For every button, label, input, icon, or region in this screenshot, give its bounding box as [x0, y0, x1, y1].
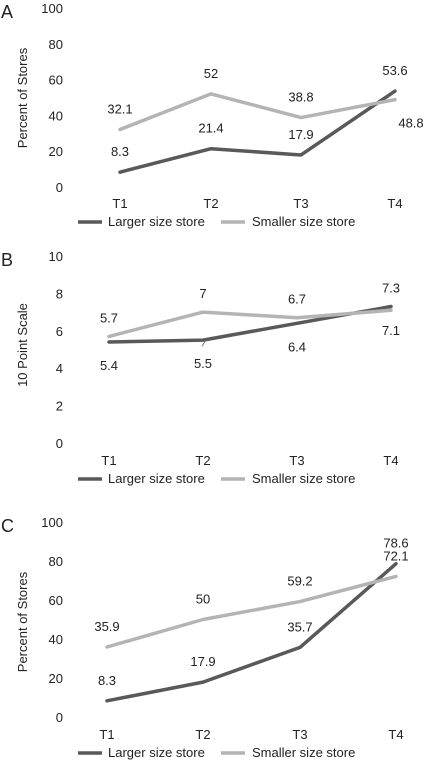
- legend-label: Larger size store: [108, 214, 205, 229]
- data-label: 17.9: [190, 654, 215, 669]
- legend-item-smaller: Smaller size store: [221, 745, 355, 760]
- y-tick-label: 40: [49, 632, 63, 647]
- panel-letter: A: [1, 2, 13, 22]
- y-tick-label: 2: [56, 399, 63, 414]
- data-label: 50: [196, 592, 210, 607]
- data-label: 78.6: [383, 536, 408, 551]
- data-label: 6.4: [288, 339, 306, 354]
- x-tick-label: T4: [383, 453, 398, 468]
- legend-label: Larger size store: [108, 745, 205, 760]
- data-label: 32.1: [107, 102, 132, 117]
- x-tick-label: T2: [203, 196, 218, 211]
- legend-item-smaller: Smaller size store: [221, 471, 355, 486]
- x-tick-label: T2: [195, 727, 210, 742]
- y-axis-label: 10 Point Scale: [15, 303, 30, 387]
- y-tick-label: 60: [49, 73, 63, 88]
- x-tick-label: T4: [387, 196, 402, 211]
- data-label: 6.7: [288, 292, 306, 307]
- x-tick-label: T1: [101, 453, 116, 468]
- data-label: 52: [204, 66, 218, 81]
- y-tick-label: 60: [49, 593, 63, 608]
- panel-letter: C: [1, 516, 14, 536]
- legend-label: Smaller size store: [252, 471, 355, 486]
- x-tick-label: T1: [99, 727, 114, 742]
- series-line-smaller: [107, 308, 393, 339]
- legend-item-larger: Larger size store: [78, 214, 205, 229]
- y-tick-label: 100: [41, 515, 63, 530]
- series-line-smaller: [105, 574, 398, 649]
- series-line-smaller: [118, 92, 397, 132]
- x-tick-label: T2: [195, 453, 210, 468]
- data-label: 7.3: [382, 280, 400, 295]
- y-tick-label: 6: [56, 324, 63, 339]
- data-label: 7: [199, 286, 206, 301]
- y-axis-label: Percent of Stores: [15, 571, 30, 672]
- y-tick-label: 100: [41, 1, 63, 16]
- data-label: 7.1: [382, 323, 400, 338]
- legend-label: Smaller size store: [252, 214, 355, 229]
- series-line-larger: [105, 561, 398, 703]
- y-axis-label: Percent of Stores: [15, 47, 30, 148]
- x-tick-label: T3: [289, 453, 304, 468]
- data-label: 48.8: [398, 116, 423, 131]
- data-label: 5.5: [194, 356, 212, 371]
- series-line-larger: [118, 89, 397, 174]
- legend-item-smaller: Smaller size store: [221, 214, 355, 229]
- y-tick-label: 80: [49, 554, 63, 569]
- chart-panel-c: C 0 20 40 60 80 100 Percent of Stores T1 T2 T3 T4 8.…: [1, 515, 409, 760]
- legend-label: Larger size store: [108, 471, 205, 486]
- data-label: 17.9: [288, 127, 313, 142]
- y-tick-label: 4: [56, 361, 63, 376]
- x-tick-label: T4: [388, 727, 403, 742]
- y-tick-label: 80: [49, 37, 63, 52]
- x-tick-label: T3: [293, 196, 308, 211]
- data-label: 21.4: [198, 121, 223, 136]
- data-label: 8.3: [111, 144, 129, 159]
- panel-letter: B: [1, 250, 13, 270]
- data-label: 35.7: [287, 619, 312, 634]
- legend-item-larger: Larger size store: [78, 471, 205, 486]
- data-label-leader: [201, 339, 207, 347]
- data-label: 8.3: [98, 673, 116, 688]
- y-tick-label: 40: [49, 108, 63, 123]
- y-tick-label: 0: [56, 180, 63, 195]
- chart-panel-a: A 0 20 40 60 80 100 Percent of Stores T1 T2 T3 T4 8.…: [1, 1, 424, 229]
- data-label: 53.6: [382, 63, 407, 78]
- legend-item-larger: Larger size store: [78, 745, 205, 760]
- x-tick-label: T3: [292, 727, 307, 742]
- legend-label: Smaller size store: [252, 745, 355, 760]
- data-label: 5.4: [100, 358, 118, 373]
- x-tick-label: T1: [112, 196, 127, 211]
- y-tick-label: 0: [56, 710, 63, 725]
- y-tick-label: 0: [56, 436, 63, 451]
- data-label: 72.1: [383, 548, 408, 563]
- y-tick-label: 8: [56, 286, 63, 301]
- y-tick-label: 20: [49, 144, 63, 159]
- data-label: 38.8: [288, 90, 313, 105]
- y-tick-label: 20: [49, 671, 63, 686]
- data-label: 35.9: [94, 619, 119, 634]
- y-tick-label: 10: [49, 249, 63, 264]
- chart-panel-b: B 0 2 4 6 8 10 10 Point Scale T1 T2 T3 T4 5.4 5.5 6.4 7…: [1, 249, 400, 486]
- data-label: 59.2: [287, 574, 312, 589]
- data-label: 5.7: [100, 310, 118, 325]
